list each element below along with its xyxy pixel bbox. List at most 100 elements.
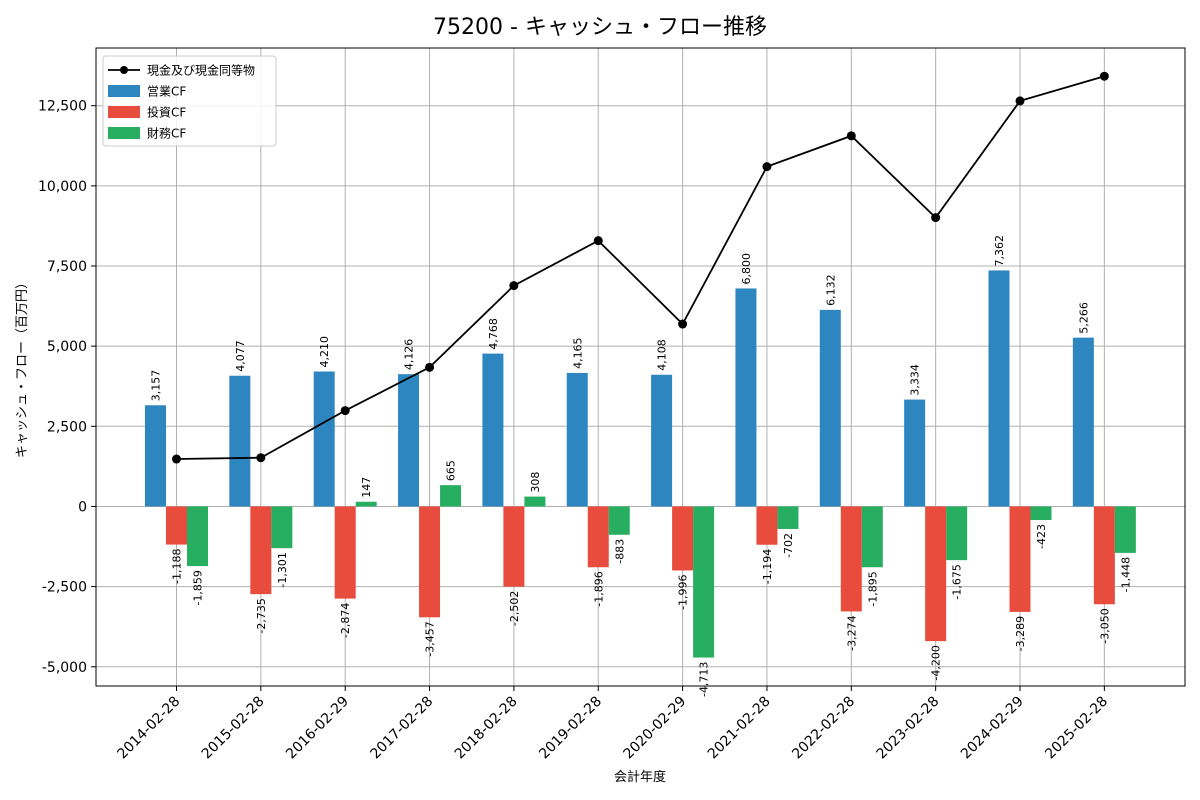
cash-balance-point	[678, 319, 688, 329]
cash-balance-point	[1099, 71, 1109, 81]
bar-value-label: -883	[613, 539, 626, 564]
x-axis-label: 会計年度	[614, 769, 666, 785]
bar-financing	[861, 506, 883, 568]
bar-value-label: 7,362	[993, 235, 1006, 267]
bar-operating	[651, 374, 673, 507]
cash-balance-point	[593, 236, 603, 246]
legend-label: 財務CF	[147, 126, 186, 141]
bar-operating	[145, 405, 166, 507]
bar-value-label: 3,157	[150, 370, 163, 402]
x-tick-label: 2020-02-29	[621, 694, 690, 763]
bar-value-label: -3,289	[1014, 616, 1027, 651]
cash-balance-point	[340, 406, 350, 416]
bar-financing	[693, 506, 715, 658]
x-tick-label: 2021-02-28	[705, 694, 774, 763]
bar-investing	[419, 506, 441, 618]
x-tick-label: 2015-02-28	[199, 694, 268, 763]
y-tick-label: 2,500	[47, 419, 87, 435]
bar-labels-layer: 3,157 4,077 4,210 4,126 4,768 4,165 4,108 6,800…	[150, 235, 1133, 697]
cash-balance-point	[172, 454, 181, 464]
bar-financing	[440, 485, 462, 507]
x-tick-label: 2018-02-28	[452, 694, 521, 763]
bar-value-label: -1,896	[592, 571, 605, 606]
bar-financing	[1114, 506, 1136, 553]
bar-financing	[524, 496, 546, 507]
bar-value-label: -2,735	[255, 598, 268, 633]
x-tick-label: 2014-02-28	[114, 694, 183, 763]
legend-label: 現金及び現金同等物	[147, 63, 255, 78]
bar-value-label: 6,132	[824, 274, 837, 306]
bar-value-label: -1,301	[276, 552, 289, 587]
bar-value-label: 4,077	[234, 340, 247, 372]
cash-balance-point	[846, 131, 856, 141]
cash-balance-point	[509, 281, 519, 291]
bar-operating	[229, 375, 251, 507]
bar-value-label: -2,874	[339, 603, 352, 638]
bar-operating	[566, 372, 588, 507]
x-tick-label: 2017-02-28	[368, 694, 437, 763]
bar-value-label: 665	[445, 460, 458, 481]
bar-value-label: -1,859	[192, 570, 205, 605]
bar-value-label: -4,200	[930, 645, 943, 680]
bar-financing	[1030, 506, 1052, 521]
bar-operating	[819, 309, 841, 507]
legend-label: 営業CF	[147, 85, 186, 99]
bar-operating	[1072, 337, 1094, 507]
bar-financing	[355, 501, 377, 507]
x-tick-label: 2022-02-28	[789, 694, 858, 763]
bar-financing	[946, 506, 968, 561]
bar-investing	[840, 506, 862, 612]
bar-value-label: -1,996	[677, 574, 690, 609]
bar-investing	[503, 506, 525, 587]
bar-value-label: -3,050	[1098, 608, 1111, 643]
bar-value-label: 5,266	[1077, 302, 1090, 334]
y-tick-label: 0	[78, 499, 87, 515]
bar-value-label: 4,108	[656, 339, 669, 371]
bar-investing	[1093, 506, 1115, 605]
bar-value-label: -1,194	[761, 549, 774, 584]
cash-balance-point	[1015, 96, 1025, 106]
grid-layer	[96, 48, 1185, 686]
bar-operating	[904, 399, 926, 507]
bar-operating	[988, 270, 1010, 507]
legend-swatch	[108, 106, 140, 118]
bar-operating	[735, 288, 757, 507]
line-layer	[172, 71, 1109, 464]
plot-frame	[95, 47, 1186, 687]
bar-financing	[187, 506, 208, 567]
bar-value-label: 4,165	[571, 337, 584, 369]
bar-value-label: -2,502	[508, 591, 521, 626]
bar-value-label: 3,334	[909, 364, 922, 396]
chart-title: 75200 - キャッシュ・フロー推移	[433, 15, 767, 40]
bar-value-label: 308	[529, 472, 542, 493]
bar-investing	[672, 506, 694, 571]
bar-operating	[482, 353, 504, 507]
y-tick-label: 12,500	[38, 99, 87, 115]
bar-investing	[166, 506, 187, 545]
y-tick-label: 7,500	[47, 259, 87, 275]
bar-financing	[777, 506, 799, 529]
bar-value-label: -1,675	[951, 564, 964, 599]
bar-value-label: 6,800	[740, 253, 753, 285]
x-tick-label: 2016-02-29	[283, 694, 352, 763]
y-axis-label: キャッシュ・フロー（百万円）	[15, 276, 30, 458]
bar-value-label: -423	[1035, 524, 1048, 549]
y-tick-label: 10,000	[38, 179, 87, 195]
y-tick-label: -5,000	[42, 660, 87, 676]
cash-balance-point	[931, 213, 941, 223]
bar-value-label: -3,274	[845, 615, 858, 650]
x-tick-label: 2024-02-29	[958, 694, 1027, 763]
bar-financing	[608, 506, 630, 535]
bar-value-label: -1,188	[171, 549, 184, 584]
cash-balance-point	[256, 453, 266, 463]
bar-investing	[756, 506, 778, 545]
x-tick-label: 2023-02-28	[874, 694, 943, 763]
y-tick-label: -2,500	[42, 580, 87, 596]
y-axis-ticks: -5,000 -2,500 0 2,500 5,000 7,500 10,000 12,500	[38, 99, 96, 676]
bar-value-label: -1,448	[1119, 557, 1132, 592]
bar-operating	[313, 371, 335, 507]
legend-label: 投資CF	[147, 105, 186, 120]
x-axis-ticks: 2014-02-28 2015-02-28 2016-02-29 2017-02-28…	[114, 686, 1111, 762]
